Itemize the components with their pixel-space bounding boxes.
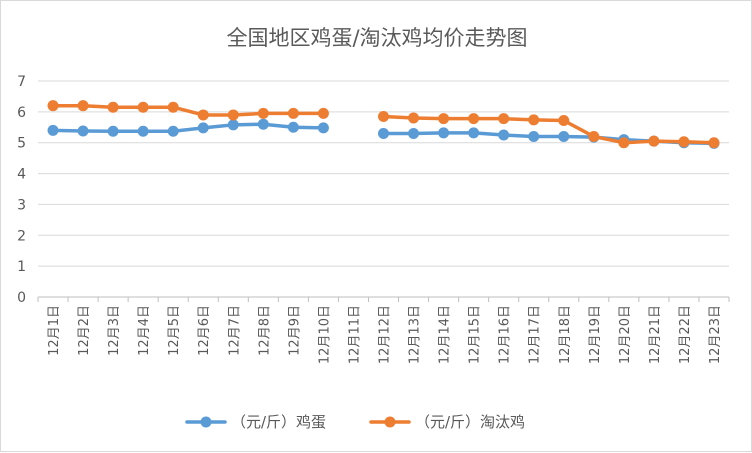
x-tick-label: 12月15日	[468, 305, 483, 364]
x-tick-label: 12月14日	[438, 305, 453, 364]
x-tick-label: 12月19日	[588, 305, 603, 364]
x-tick-label: 12月3日	[107, 305, 122, 356]
x-axis-ticks: 12月1日 12月2日 12月3日 12月4日 12月5日 12月6日 12月7日 12月8日…	[47, 305, 723, 364]
legend-marker	[384, 416, 396, 428]
data-point	[408, 112, 420, 124]
data-point	[167, 125, 179, 137]
x-tick-label: 12月18日	[558, 305, 573, 364]
data-point	[257, 118, 269, 130]
data-point	[287, 107, 299, 119]
data-point	[107, 125, 119, 137]
data-point	[678, 136, 690, 148]
x-tick-label: 12月5日	[167, 305, 182, 356]
data-point	[227, 109, 239, 121]
x-tick-label: 12月2日	[77, 305, 92, 356]
data-point	[317, 107, 329, 119]
legend-label: （元/斤）鸡蛋	[231, 413, 326, 431]
chart-title: 全国地区鸡蛋/淘汰鸡均价走势图	[226, 26, 527, 50]
data-point	[528, 131, 540, 143]
x-tick-label: 12月9日	[287, 305, 302, 356]
y-axis-ticks: 0 1 2 3 4 5 6 7	[17, 74, 26, 306]
series-2	[47, 100, 720, 149]
data-point	[498, 113, 510, 125]
data-point	[468, 113, 480, 125]
data-point	[167, 101, 179, 113]
x-tick-label: 12月20日	[618, 305, 633, 364]
legend: （元/斤）鸡蛋 （元/斤）淘汰鸡	[185, 413, 525, 431]
data-point	[468, 127, 480, 139]
data-point	[558, 131, 570, 143]
legend-label: （元/斤）淘汰鸡	[415, 413, 525, 431]
data-point	[498, 129, 510, 141]
data-point	[257, 107, 269, 119]
data-point	[47, 124, 59, 136]
series-1	[47, 118, 720, 149]
x-tick-label: 12月11日	[347, 305, 362, 364]
x-tick-label: 12月22日	[678, 305, 693, 364]
data-point	[378, 110, 389, 122]
data-point	[137, 125, 149, 137]
data-point	[77, 125, 89, 137]
legend-item: （元/斤）鸡蛋	[185, 413, 326, 431]
y-tick-label: 2	[17, 228, 26, 244]
data-point	[47, 100, 59, 112]
data-point	[588, 131, 600, 143]
data-point	[528, 114, 540, 126]
x-tick-label: 12月7日	[227, 305, 242, 356]
legend-item: （元/斤）淘汰鸡	[369, 413, 525, 431]
data-point	[618, 137, 630, 149]
x-tick-label: 12月10日	[317, 305, 332, 364]
data-point	[408, 127, 420, 139]
data-point	[287, 121, 299, 133]
x-tick-label: 12月23日	[708, 305, 723, 364]
data-point	[107, 101, 119, 113]
series-layer	[47, 100, 720, 149]
data-point	[137, 101, 149, 113]
data-point	[438, 113, 450, 125]
x-tick-label: 12月17日	[528, 305, 543, 364]
y-tick-label: 0	[17, 290, 26, 306]
x-tick-label: 12月4日	[137, 305, 152, 356]
data-point	[317, 122, 329, 134]
y-tick-label: 7	[17, 74, 26, 90]
data-point	[197, 122, 209, 134]
data-point	[648, 135, 660, 147]
x-tick-label: 12月16日	[498, 305, 513, 364]
x-tick-label: 12月6日	[197, 305, 212, 356]
data-point	[438, 127, 450, 139]
x-tick-label: 12月8日	[257, 305, 272, 356]
data-point	[378, 127, 389, 139]
y-tick-label: 5	[17, 136, 26, 152]
x-tick-label: 12月21日	[648, 305, 663, 364]
x-tick-label: 12月12日	[378, 305, 393, 364]
data-point	[77, 100, 89, 112]
legend-marker	[200, 416, 212, 428]
x-tick-label: 12月13日	[408, 305, 423, 364]
x-tick-label: 12月1日	[47, 305, 62, 356]
x-axis	[37, 296, 730, 302]
data-point	[227, 119, 239, 131]
y-tick-label: 1	[17, 259, 26, 275]
data-point	[197, 109, 209, 121]
y-tick-label: 3	[17, 197, 26, 213]
y-tick-label: 6	[17, 105, 26, 121]
data-point	[708, 137, 720, 149]
data-point	[558, 114, 570, 126]
y-tick-label: 4	[17, 167, 26, 183]
